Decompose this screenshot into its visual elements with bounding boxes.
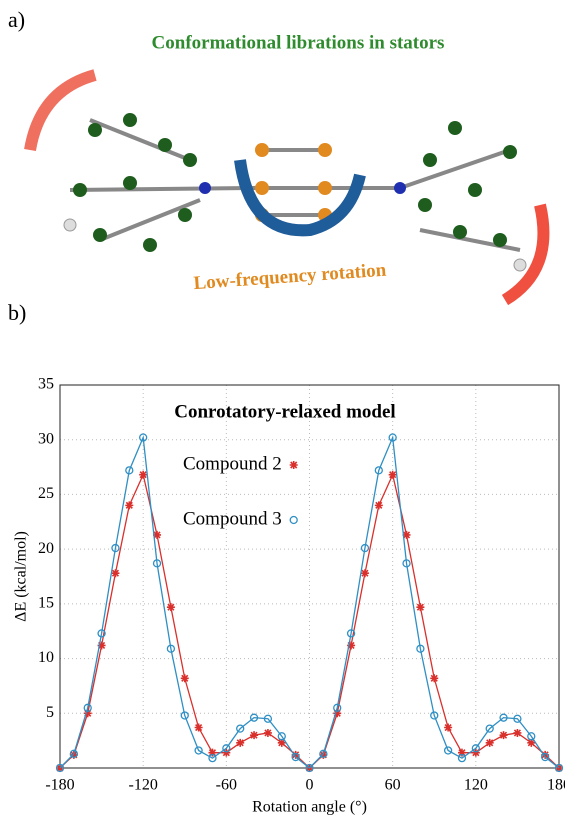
- data-point: [500, 731, 508, 739]
- legend-label: Compound 3: [183, 508, 282, 529]
- data-point: [513, 729, 521, 737]
- panel-label: a): [8, 7, 25, 32]
- legend-marker: [290, 517, 297, 524]
- data-point: [389, 471, 397, 479]
- data-point: [125, 501, 133, 509]
- data-point: [236, 739, 244, 747]
- y-tick-label: 15: [38, 595, 54, 612]
- data-point: [139, 471, 147, 479]
- data-point: [444, 724, 452, 732]
- x-tick-label: 120: [464, 777, 488, 794]
- data-point: [250, 731, 258, 739]
- libration-arrow: [30, 75, 95, 150]
- y-tick-label: 5: [46, 704, 54, 721]
- data-point: [430, 674, 438, 682]
- figure: a) Conformational librations in stators …: [0, 0, 565, 819]
- x-axis-label: Rotation angle (°): [252, 799, 367, 816]
- rotation-caption: Low-frequency rotation: [193, 260, 387, 294]
- data-point: [375, 501, 383, 509]
- x-tick-label: 60: [385, 777, 401, 794]
- data-point: [416, 603, 424, 611]
- chart-title: Conrotatory-relaxed model: [174, 401, 395, 422]
- data-point: [361, 569, 369, 577]
- y-tick-label: 35: [38, 376, 54, 393]
- x-tick-label: -120: [129, 777, 158, 794]
- x-tick-label: -60: [216, 777, 237, 794]
- panel-title: Conformational librations in stators: [152, 32, 445, 53]
- y-tick-label: 30: [38, 430, 54, 447]
- data-point: [181, 674, 189, 682]
- y-tick-label: 10: [38, 649, 54, 666]
- series-line: [60, 438, 559, 768]
- x-tick-label: 180: [547, 777, 565, 794]
- y-tick-label: 25: [38, 485, 54, 502]
- legend-marker: [290, 461, 298, 469]
- plot-frame: [60, 385, 559, 768]
- panel-label: b): [8, 300, 26, 325]
- y-tick-label: 20: [38, 540, 54, 557]
- data-point: [195, 724, 203, 732]
- libration-arrow: [505, 205, 543, 300]
- y-axis-label: ΔE (kcal/mol): [13, 531, 30, 622]
- data-point: [167, 603, 175, 611]
- data-point: [486, 739, 494, 747]
- data-point: [264, 729, 272, 737]
- x-tick-label: 0: [306, 777, 314, 794]
- x-tick-label: -180: [45, 777, 74, 794]
- legend-label: Compound 2: [183, 453, 282, 474]
- data-point: [111, 569, 119, 577]
